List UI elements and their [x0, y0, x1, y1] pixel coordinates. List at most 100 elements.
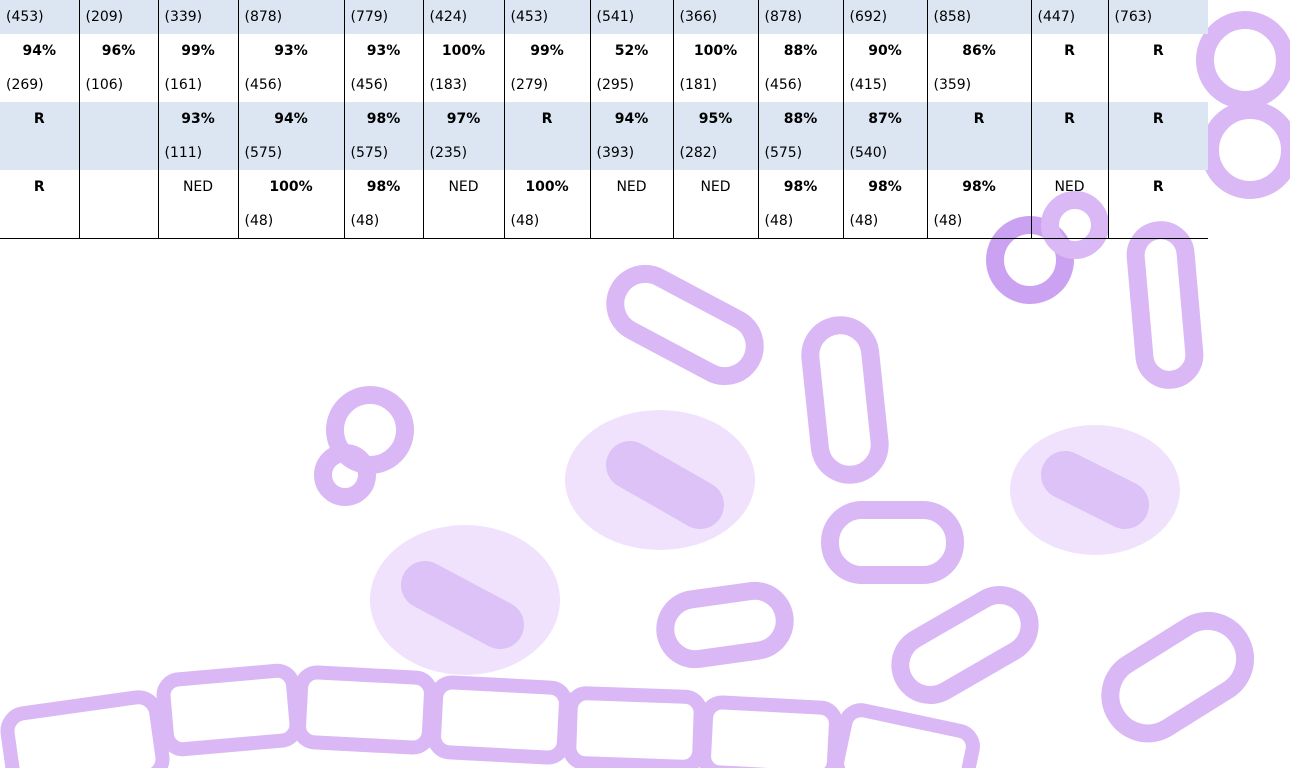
data-cell: R — [1030, 34, 1108, 102]
data-cell: 99% (161) — [157, 34, 238, 102]
value: 99% — [530, 43, 564, 59]
count: (235) — [429, 145, 468, 161]
count-cell: (424) — [422, 0, 504, 34]
data-cell: 100% (183) — [422, 34, 504, 102]
value: R — [541, 111, 553, 127]
data-cell: 94% (269) — [0, 34, 79, 102]
count: (183) — [429, 77, 468, 93]
count: (424) — [429, 9, 468, 25]
value — [86, 102, 152, 136]
value: NED — [616, 179, 647, 195]
value: 100% — [525, 179, 569, 195]
value: 98% — [366, 179, 401, 195]
count: (453) — [510, 9, 549, 25]
count-cell: (763) — [1107, 0, 1208, 34]
value: 94% — [22, 43, 56, 59]
count: (161) — [164, 77, 203, 93]
value: 93% — [181, 111, 215, 127]
count: (415) — [849, 77, 888, 93]
count — [86, 136, 152, 170]
data-cell: 88% (575) — [757, 102, 843, 170]
value: 96% — [101, 43, 136, 59]
count: (48) — [350, 213, 380, 229]
count-cell: (366) — [672, 0, 758, 34]
value: 100% — [441, 43, 486, 59]
count-cell: (339) — [157, 0, 238, 34]
count — [1038, 136, 1102, 170]
value: 100% — [269, 179, 313, 195]
value: NED — [700, 179, 731, 195]
count — [934, 136, 1025, 170]
data-cell: R — [1030, 102, 1108, 170]
value: 98% — [962, 179, 996, 195]
count — [1038, 68, 1102, 102]
data-cell: NED — [672, 170, 758, 239]
count: (279) — [510, 77, 549, 93]
count: (453) — [6, 9, 44, 25]
data-row: R 93% (111) 94% (575) 98% (575) 97% (235) R 94% (… — [0, 102, 1208, 170]
value: 98% — [868, 179, 902, 195]
count: (393) — [596, 145, 635, 161]
count — [6, 204, 73, 238]
count — [1038, 204, 1102, 238]
count — [165, 204, 232, 238]
data-cell: 98% (48) — [926, 170, 1031, 239]
value: 94% — [274, 111, 308, 127]
count-cell: (447) — [1030, 0, 1108, 34]
count: (878) — [764, 9, 803, 25]
value: R — [973, 111, 985, 127]
value: 100% — [693, 43, 738, 59]
value: NED — [182, 179, 214, 195]
value: 90% — [868, 43, 902, 59]
count: (763) — [1114, 9, 1153, 25]
count: (359) — [933, 77, 972, 93]
value: R — [33, 111, 45, 127]
count — [430, 204, 498, 238]
data-cell: 98% (48) — [343, 170, 423, 239]
count: (456) — [244, 77, 283, 93]
count: (878) — [244, 9, 283, 25]
count: (269) — [6, 77, 44, 93]
count: (48) — [849, 213, 879, 229]
data-cell: 97% (235) — [422, 102, 504, 170]
count-cell: (858) — [926, 0, 1031, 34]
count — [6, 136, 73, 170]
count: (447) — [1037, 9, 1076, 25]
data-cell: 88% (456) — [757, 34, 843, 102]
count: (48) — [244, 213, 274, 229]
count-cell: (878) — [757, 0, 843, 34]
count — [1115, 136, 1203, 170]
value: R — [1152, 111, 1164, 127]
data-cell: R — [0, 102, 79, 170]
count-row: (453) (209) (339) (878) (779) (424) (453) (541)… — [0, 0, 1208, 34]
data-cell: NED — [1030, 170, 1108, 239]
count-cell: (541) — [589, 0, 673, 34]
data-cell: 87% (540) — [842, 102, 927, 170]
data-cell: 98% (48) — [757, 170, 843, 239]
data-cell: 95% (282) — [672, 102, 758, 170]
count — [511, 136, 584, 170]
data-cell: 93% (456) — [343, 34, 423, 102]
data-cell: R — [0, 170, 79, 239]
value: NED — [1054, 179, 1085, 195]
count — [1115, 204, 1203, 238]
data-cell: 94% (393) — [589, 102, 673, 170]
data-table: (453) (209) (339) (878) (779) (424) (453) (541)… — [0, 0, 1208, 239]
value: NED — [448, 179, 479, 195]
value: R — [1152, 179, 1164, 195]
count: (295) — [596, 77, 635, 93]
count: (540) — [849, 145, 888, 161]
value: 98% — [783, 179, 818, 195]
value: 93% — [366, 43, 401, 59]
data-cell: R — [1107, 34, 1208, 102]
count: (575) — [350, 145, 389, 161]
data-cell: R — [926, 102, 1031, 170]
count: (575) — [764, 145, 803, 161]
value: R — [33, 179, 45, 195]
count: (48) — [933, 213, 963, 229]
data-cell: 98% (48) — [842, 170, 927, 239]
count — [1115, 68, 1203, 102]
count-cell: (453) — [0, 0, 79, 34]
